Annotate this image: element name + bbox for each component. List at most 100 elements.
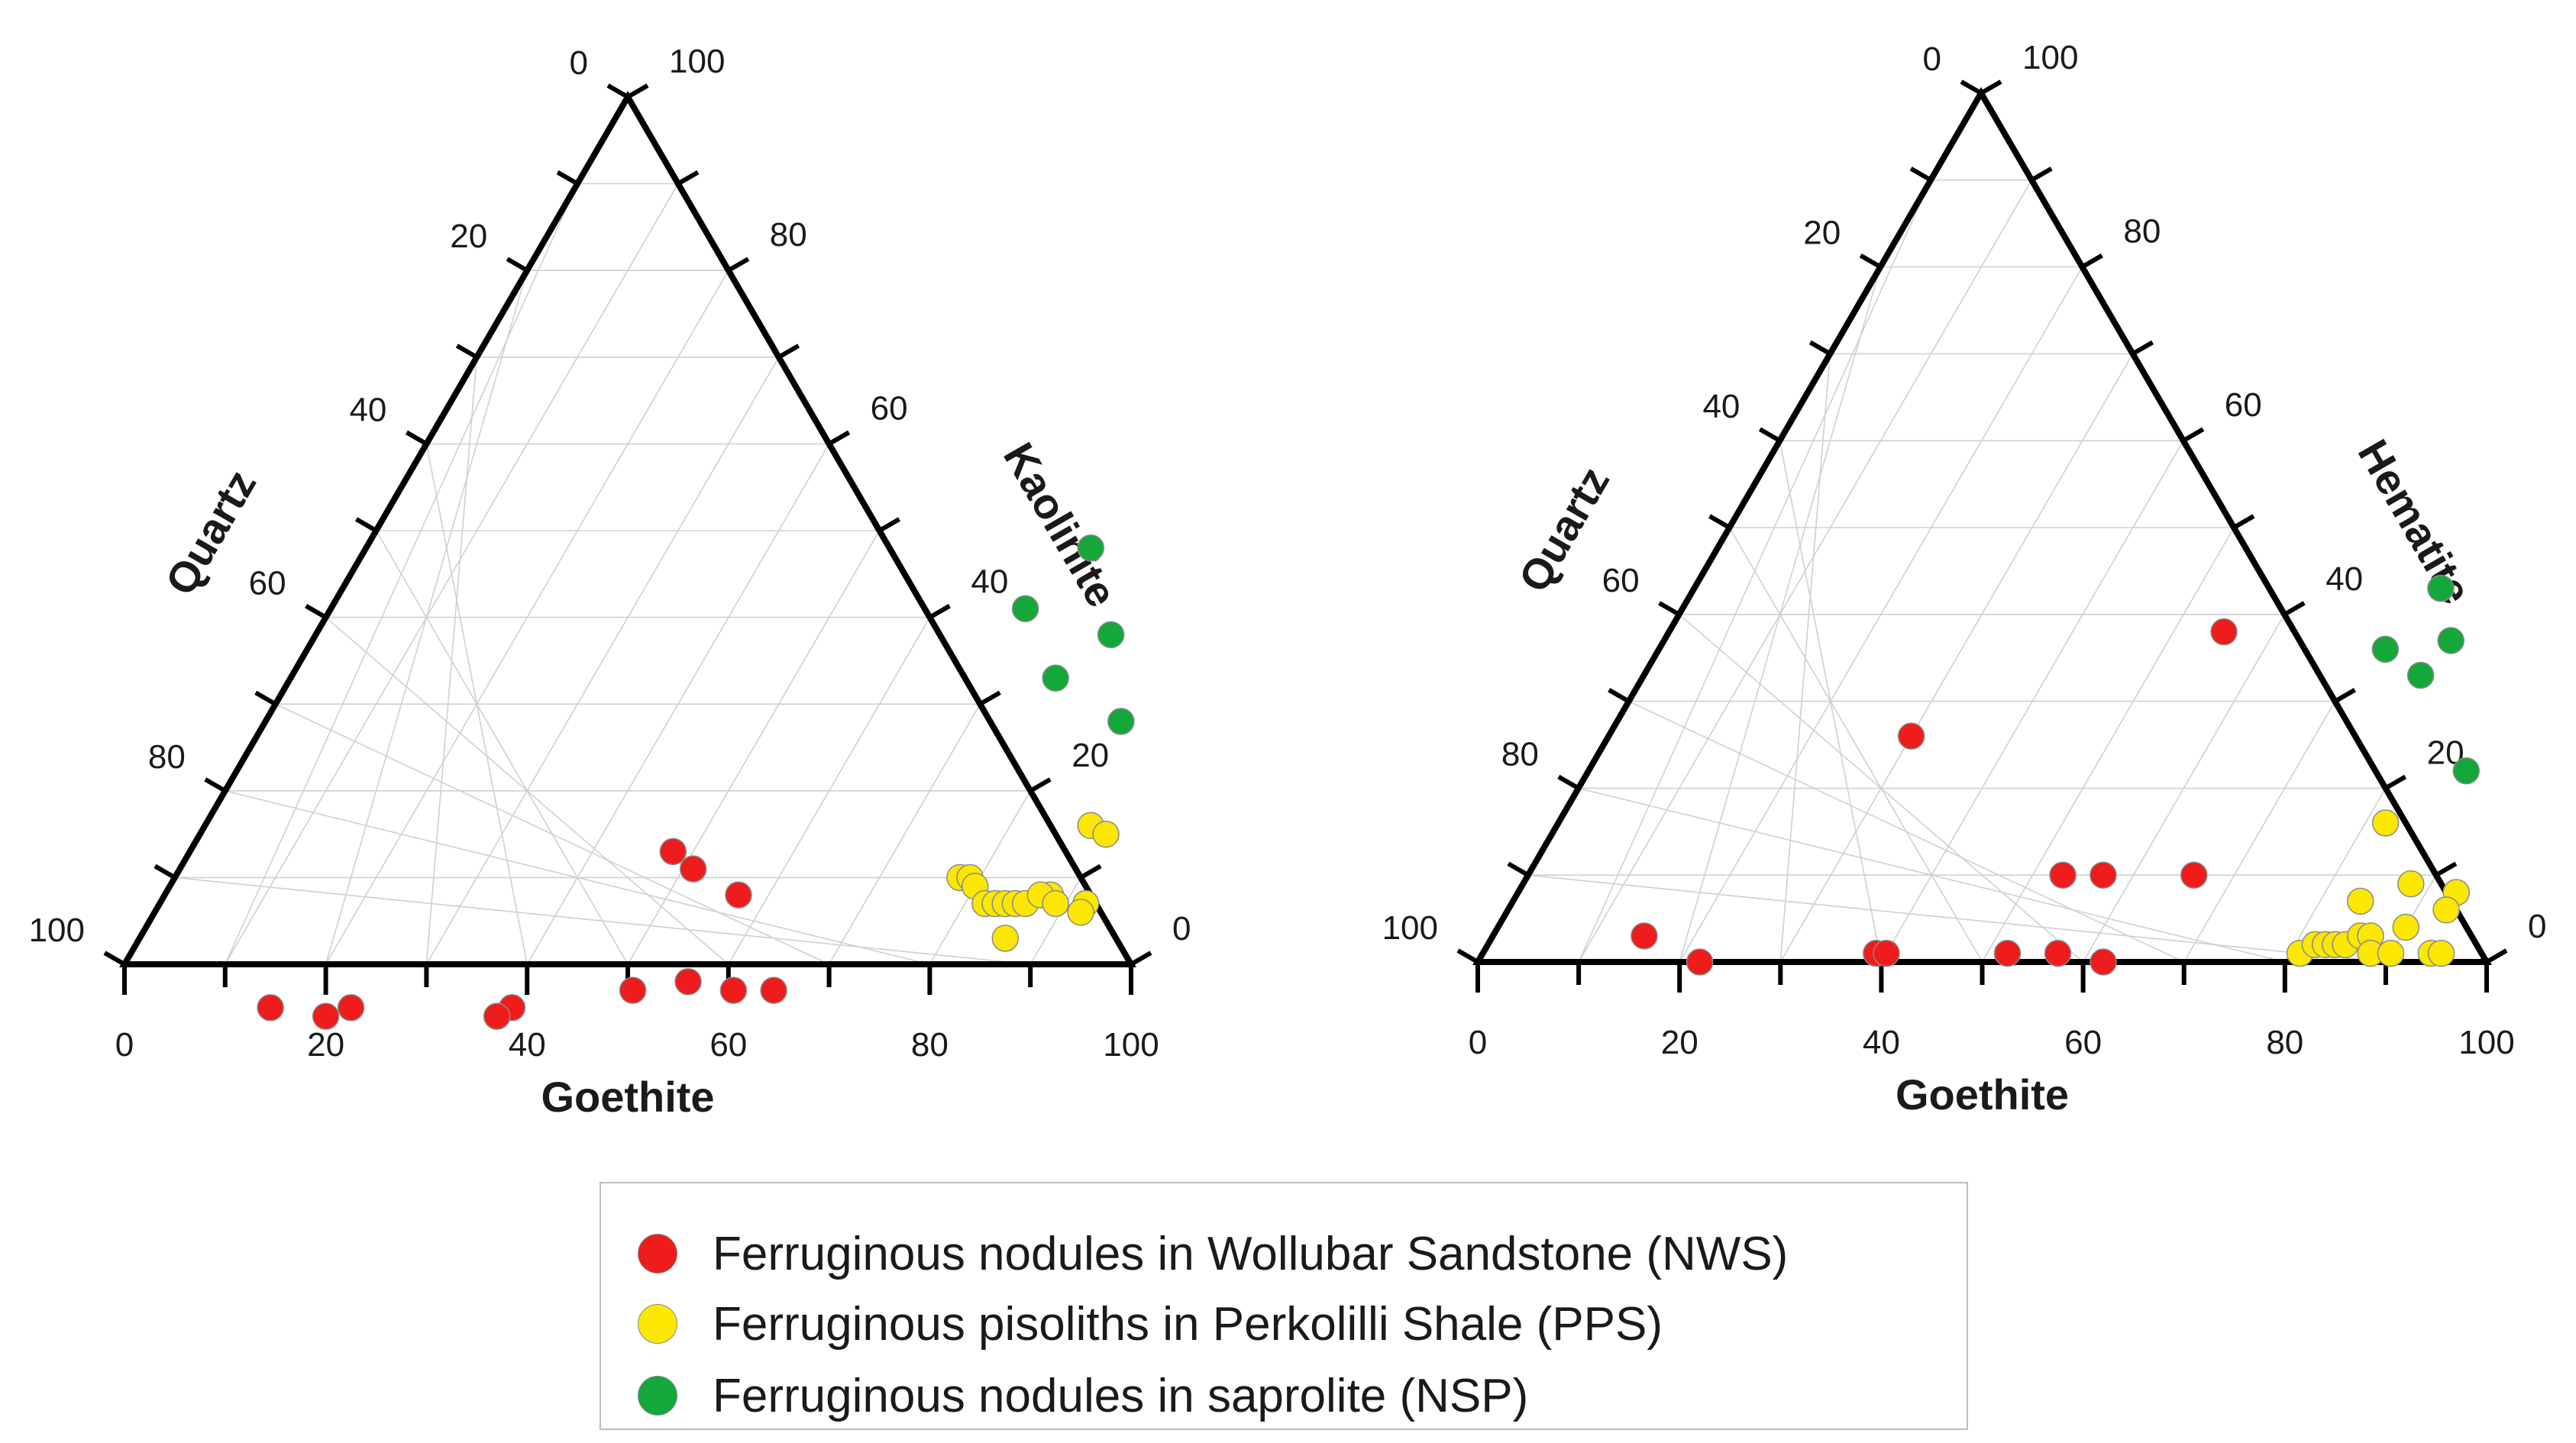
data-point-nws: [619, 977, 647, 1004]
data-point-nws: [1631, 922, 1658, 950]
legend-label-nsp: Ferruginous nodules in saprolite (NSP): [713, 1369, 1529, 1422]
tick-mark: [2333, 688, 2356, 704]
tick-mark: [2485, 948, 2508, 964]
data-point-nsp: [2371, 635, 2400, 663]
right-axis-tick-label: 20: [1071, 737, 1109, 774]
grid-line: [174, 876, 1031, 965]
grid-line: [375, 530, 629, 965]
right-axis-tick-label: 80: [2123, 213, 2161, 250]
grid-line: [275, 703, 829, 965]
data-point-pps: [1042, 889, 1069, 918]
tick-mark: [1758, 427, 1781, 443]
tick-mark: [254, 690, 277, 706]
quartz-tick-label: 40: [1702, 388, 1740, 425]
tick-mark: [1079, 864, 1102, 880]
tick-mark: [2232, 514, 2255, 530]
series-pps: [946, 812, 1120, 952]
tick-mark: [928, 604, 951, 620]
tick-mark: [1658, 601, 1681, 617]
right-axis-tick-label: 0: [1172, 910, 1191, 947]
tick-mark: [2435, 861, 2458, 877]
series-nsp: [2371, 574, 2480, 785]
tick-mark: [1507, 861, 1530, 877]
tick-mark: [777, 344, 800, 360]
grid-line: [1578, 787, 2285, 963]
right-axis-tick-label: 0: [2528, 908, 2546, 945]
quartz-tick-label: 40: [349, 391, 386, 428]
tick-mark: [727, 257, 750, 273]
data-point-pps: [2432, 896, 2460, 924]
tick-mark: [2080, 253, 2103, 270]
data-point-nws: [674, 967, 702, 996]
grid: [1527, 179, 2437, 963]
quartz-tick-label: 0: [1923, 40, 1941, 78]
data-point-nsp: [2437, 627, 2464, 654]
data-point-nsp: [1042, 664, 1069, 692]
goethite-tick-label: 20: [1661, 1024, 1698, 1061]
legend-item-nws: Ferruginous nodules in Wollubar Sandston…: [638, 1223, 1788, 1284]
goethite-tick-label: 80: [911, 1026, 949, 1064]
data-point-nws: [312, 1002, 340, 1030]
legend-marker-nws: [638, 1234, 677, 1274]
data-point-pps: [2392, 913, 2420, 941]
series-pps: [2286, 809, 2470, 967]
quartz-tick-label: 20: [1803, 215, 1841, 252]
goethite-tick-label: 60: [2064, 1024, 2102, 1061]
tick-mark: [355, 517, 378, 533]
right-axis-tick-label: 60: [2225, 386, 2262, 424]
quartz-tick-label: 60: [1602, 562, 1640, 599]
goethite-tick-label: 80: [2266, 1024, 2303, 1061]
grid-line: [627, 530, 881, 965]
hematite-axis-title: Hematite: [2348, 431, 2481, 612]
kaolinite-axis-title: Kaolinite: [994, 434, 1126, 615]
tick-mark: [1980, 79, 2002, 95]
ticks: [103, 83, 1152, 995]
quartz-tick-label: 20: [450, 218, 487, 255]
quartz-tick-label: 80: [148, 738, 186, 776]
data-point-nws: [1686, 948, 1714, 976]
data-point-pps: [2377, 939, 2405, 967]
data-point-nws: [337, 994, 365, 1022]
tick-mark: [1456, 948, 1479, 964]
grid-line: [325, 616, 729, 965]
grid-line: [1527, 874, 2386, 963]
tick-mark: [1608, 688, 1631, 704]
data-point-nws: [1897, 722, 1925, 750]
data-point-pps: [2371, 809, 2400, 837]
grid-line: [1029, 876, 1081, 965]
quartz-tick-label: 100: [29, 912, 85, 949]
data-point-pps: [1092, 820, 1120, 848]
data-point-nws: [719, 977, 748, 1004]
series-nws: [1631, 618, 2238, 976]
tick-mark: [1909, 166, 1932, 182]
tick-mark: [2030, 166, 2053, 182]
right-axis-tick-label: 60: [871, 389, 908, 427]
goethite-axis-title: Goethite: [1896, 1070, 2069, 1119]
right-axis-tick-label: 80: [770, 216, 807, 253]
tick-mark: [1960, 79, 1983, 95]
legend-label-pps: Ferruginous pisoliths in Perkolilli Shal…: [713, 1297, 1663, 1351]
tick-mark: [103, 951, 126, 967]
grid-line: [1779, 353, 2134, 963]
ternary-chart-hematite: 0 20 40 60 80 100100806040200020406080100Goet…: [1382, 39, 2547, 1119]
grid: [174, 182, 1081, 965]
data-point-nsp: [2406, 661, 2435, 689]
data-point-pps: [2347, 887, 2374, 915]
quartz-tick-label: 100: [1382, 909, 1438, 947]
quartz-tick-label: 60: [249, 565, 286, 602]
grid-line: [1679, 614, 2084, 963]
tick-mark: [1708, 514, 1731, 530]
grid-line: [225, 790, 930, 965]
data-point-nws: [2090, 948, 2117, 976]
tick-mark: [978, 690, 1001, 706]
series-nsp: [1011, 534, 1135, 735]
goethite-tick-label: 0: [115, 1026, 134, 1064]
tick-mark: [2283, 601, 2306, 617]
tick-mark: [305, 604, 328, 620]
tick-mark: [556, 170, 579, 186]
tick-mark: [455, 344, 478, 360]
data-point-nws: [483, 1002, 511, 1030]
